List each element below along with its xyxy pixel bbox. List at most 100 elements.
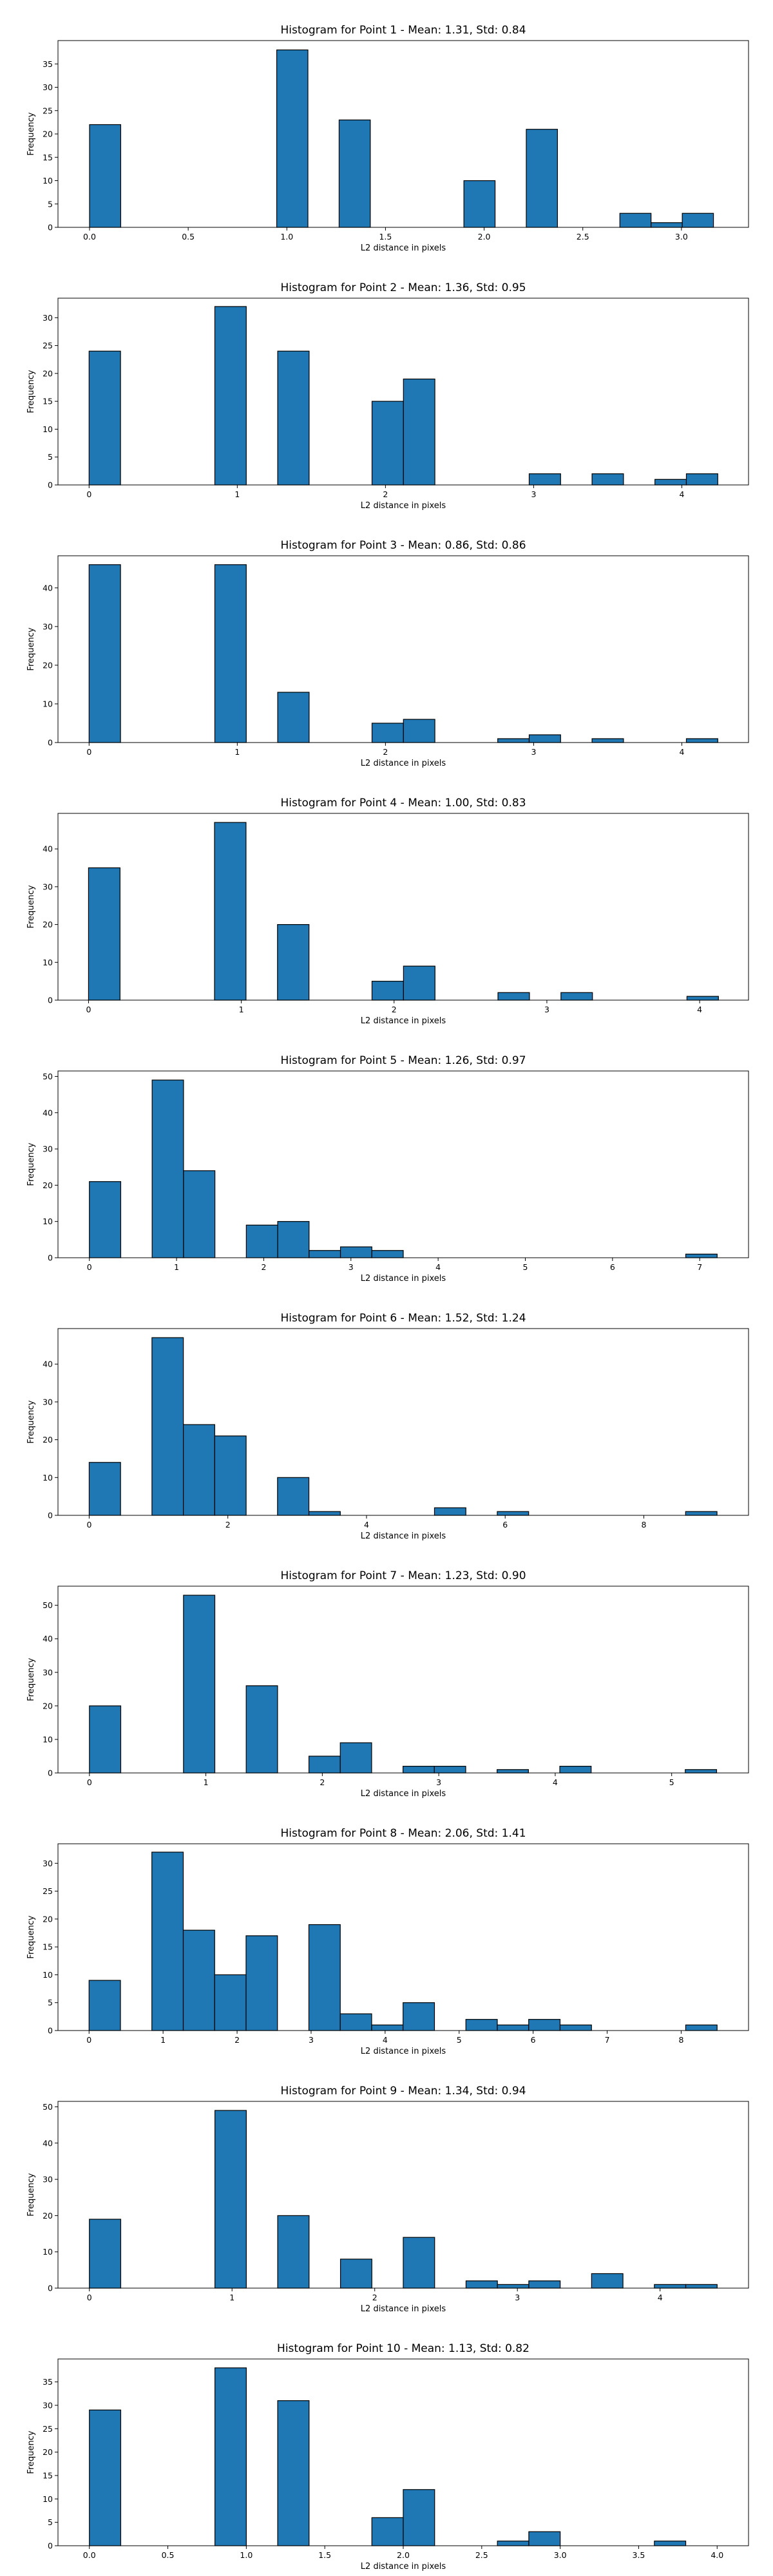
x-tick-label: 6 [610, 1262, 615, 1272]
histogram-bar [338, 119, 371, 228]
histogram-svg: 0 2 4 6 8 0 10 20 30 40 Histogram for Point 6 - Me… [26, 1312, 749, 1541]
y-tick-label: 50 [43, 2102, 53, 2112]
histogram-bar [215, 2110, 247, 2289]
y-tick-label: 40 [43, 1108, 53, 1117]
y-tick-label: 0 [48, 1511, 53, 1520]
histogram-point-1: 0.0 0.5 1.0 1.5 2.0 2.5 3.0 0 5 10 15 20 25 30 35 Histo… [0, 0, 773, 258]
histogram-bar [183, 1595, 216, 1774]
x-tick-label: 1.5 [318, 2550, 331, 2560]
histogram-bar [528, 473, 561, 486]
x-tick-label: 3 [544, 1005, 549, 1014]
histogram-bar [403, 2489, 435, 2546]
histogram-bar [215, 2367, 247, 2546]
plot-frame [57, 1328, 749, 1516]
x-tick-label: 0.5 [182, 232, 195, 242]
histogram-bar [277, 2215, 310, 2289]
x-tick-label: 5 [457, 2035, 462, 2045]
y-tick-label: 5 [48, 199, 53, 209]
histogram-bar [214, 1435, 247, 1516]
histogram-bar [339, 2013, 372, 2031]
y-tick-label: 0 [48, 2541, 53, 2551]
y-tick-label: 30 [43, 1144, 53, 1154]
histogram-bar [559, 2024, 592, 2031]
y-tick-label: 30 [43, 2400, 53, 2410]
plot-frame [57, 555, 749, 743]
plot-frame [57, 1070, 749, 1258]
y-tick-label: 10 [43, 1473, 53, 1482]
x-tick-label: 2 [392, 1005, 397, 1014]
x-tick-label: 2.0 [397, 2550, 410, 2560]
histogram-bar [214, 564, 247, 743]
x-tick-label: 2 [225, 1520, 231, 1530]
x-tick-label: 3.0 [675, 232, 688, 242]
histogram-point-3: 0 1 2 3 4 0 10 20 30 40 Histogram for Point 3 - Me… [0, 515, 773, 773]
histogram-bar [497, 2024, 530, 2031]
x-tick-label: 4 [383, 2035, 388, 2045]
y-tick-label: 25 [43, 341, 53, 350]
chart-title: Histogram for Point 6 - Mean: 1.52, Std:… [280, 1312, 526, 1325]
histogram-bar [339, 2259, 372, 2289]
chart-title: Histogram for Point 2 - Mean: 1.36, Std:… [280, 281, 526, 294]
y-tick-label: 40 [43, 1359, 53, 1369]
histogram-point-8: 0 1 2 3 4 5 6 7 8 0 5 10 15 20 25 30 Histogram for Point… [0, 1803, 773, 2061]
histogram-bar [654, 478, 687, 486]
x-tick-label: 2 [383, 489, 388, 499]
histogram-bar [308, 1756, 341, 1774]
histogram-bar [88, 1462, 121, 1516]
histogram-bar [88, 1980, 121, 2031]
chart-title: Histogram for Point 4 - Mean: 1.00, Std:… [280, 797, 526, 810]
x-tick-label: 2.5 [577, 232, 589, 242]
x-tick-label: 2 [320, 1777, 325, 1787]
y-tick-label: 0 [48, 1253, 53, 1263]
histogram-bar [682, 213, 714, 228]
histogram-svg: 0 1 2 3 4 5 6 7 8 0 5 10 15 20 25 30 Histogram for Point… [26, 1827, 749, 2056]
y-tick-label: 30 [43, 82, 53, 92]
x-tick-label: 3 [531, 489, 536, 499]
histogram-bar [371, 401, 404, 486]
y-tick-label: 10 [43, 1217, 53, 1226]
y-tick-label: 20 [43, 2211, 53, 2221]
x-tick-label: 4 [680, 489, 685, 499]
y-tick-label: 10 [43, 1734, 53, 1744]
x-tick-label: 1.0 [280, 232, 293, 242]
y-tick-label: 20 [43, 1435, 53, 1444]
y-tick-label: 0 [48, 738, 53, 748]
plot-frame [57, 1843, 749, 2031]
histogram-bar [276, 49, 309, 228]
y-tick-label: 20 [43, 129, 53, 139]
histogram-bar [245, 1935, 278, 2031]
histogram-bar [277, 692, 310, 743]
y-tick-label: 30 [43, 313, 53, 323]
x-tick-label: 4 [435, 1262, 441, 1272]
histogram-bar [89, 1181, 122, 1258]
histogram-point-7: 0 1 2 3 4 5 0 10 20 30 40 50 Histogram for Point 7 -… [0, 1546, 773, 1803]
histogram-bar [88, 564, 121, 743]
histogram-bar [685, 1511, 718, 1516]
histogram-svg: 0.0 0.5 1.0 1.5 2.0 2.5 3.0 3.5 4.0 0 5 10 15 20 25 30 3… [26, 2342, 749, 2571]
chart-title: Histogram for Point 10 - Mean: 1.13, Std… [277, 2342, 530, 2355]
x-tick-label: 7 [697, 1262, 702, 1272]
y-tick-label: 0 [48, 480, 53, 490]
chart-title: Histogram for Point 3 - Mean: 0.86, Std:… [280, 539, 526, 552]
histogram-bar [591, 2273, 624, 2289]
histogram-bar [245, 1685, 278, 1774]
histogram-bar [497, 1511, 530, 1516]
x-tick-label: 1 [174, 1262, 179, 1272]
chart-title: Histogram for Point 5 - Mean: 1.26, Std:… [280, 1054, 526, 1067]
y-tick-label: 20 [43, 1180, 53, 1190]
x-axis-label: L2 distance in pixels [361, 2562, 446, 2571]
plot-frame [57, 813, 749, 1001]
y-tick-label: 50 [43, 1600, 53, 1610]
histogram-bar [371, 2517, 404, 2546]
histogram-bar [88, 867, 120, 1001]
y-tick-label: 10 [43, 958, 53, 967]
histogram-bar [89, 2409, 122, 2546]
histogram-bar [465, 2019, 498, 2031]
y-tick-label: 20 [43, 660, 53, 670]
histogram-bar [214, 306, 247, 486]
x-tick-label: 0.5 [162, 2550, 175, 2560]
histogram-bar [465, 2280, 498, 2289]
histogram-bar [371, 981, 404, 1001]
x-tick-label: 4 [658, 2293, 663, 2302]
